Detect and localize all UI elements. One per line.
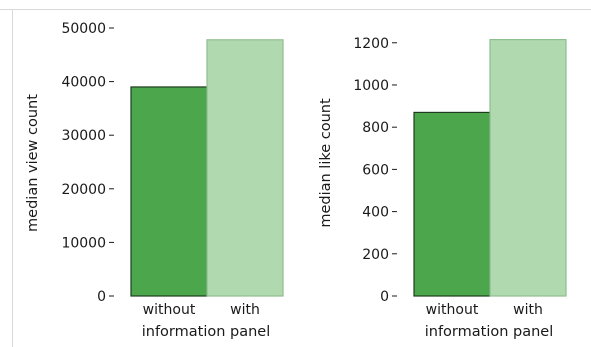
view-count-y-axis-label: median view count bbox=[25, 94, 41, 232]
view-count-y-tick-label: 30000 bbox=[61, 128, 106, 144]
view-count-x-ticks: without with bbox=[143, 302, 260, 318]
view-count-bars bbox=[130, 39, 284, 297]
like-count-x-tick-label-without: without bbox=[426, 302, 479, 318]
like-count-y-tick-label: 400 bbox=[362, 205, 389, 221]
like-count-y-ticks: 0 200 400 600 800 1000 1200 bbox=[353, 36, 397, 305]
like-count-y-tick-label: 1000 bbox=[353, 78, 389, 94]
like-count-y-tick-label: 800 bbox=[362, 120, 389, 136]
like-count-y-tick-label: 200 bbox=[362, 247, 389, 263]
like-count-y-axis-label: median like count bbox=[318, 98, 334, 228]
like-count-bars bbox=[413, 39, 567, 297]
like-count-x-tick-label-with: with bbox=[513, 302, 543, 318]
view-count-y-tick-label: 40000 bbox=[61, 75, 106, 91]
like-count-y-tick-label: 0 bbox=[380, 289, 389, 305]
view-count-bar-with bbox=[206, 39, 284, 297]
view-count-x-tick-label-without: without bbox=[143, 302, 196, 318]
view-count-chart: 0 10000 20000 30000 40000 50000 without with i… bbox=[25, 21, 284, 340]
like-count-y-tick-label: 600 bbox=[362, 162, 389, 178]
view-count-x-axis-label: information panel bbox=[142, 324, 271, 340]
view-count-y-tick-label: 0 bbox=[97, 289, 106, 305]
view-count-y-ticks: 0 10000 20000 30000 40000 50000 bbox=[61, 21, 114, 305]
like-count-chart: 0 200 400 600 800 1000 1200 without with inform… bbox=[318, 36, 567, 340]
like-count-bar-without bbox=[413, 111, 491, 297]
like-count-x-axis-label: information panel bbox=[425, 324, 554, 340]
like-count-bar-with bbox=[489, 39, 567, 297]
view-count-y-tick-label: 20000 bbox=[61, 182, 106, 198]
view-count-y-tick-label: 50000 bbox=[61, 21, 106, 37]
view-count-x-tick-label-with: with bbox=[230, 302, 260, 318]
like-count-x-ticks: without with bbox=[426, 302, 543, 318]
view-count-y-tick-label: 10000 bbox=[61, 235, 106, 251]
like-count-y-tick-label: 1200 bbox=[353, 36, 389, 52]
view-count-bar-without bbox=[130, 86, 208, 297]
